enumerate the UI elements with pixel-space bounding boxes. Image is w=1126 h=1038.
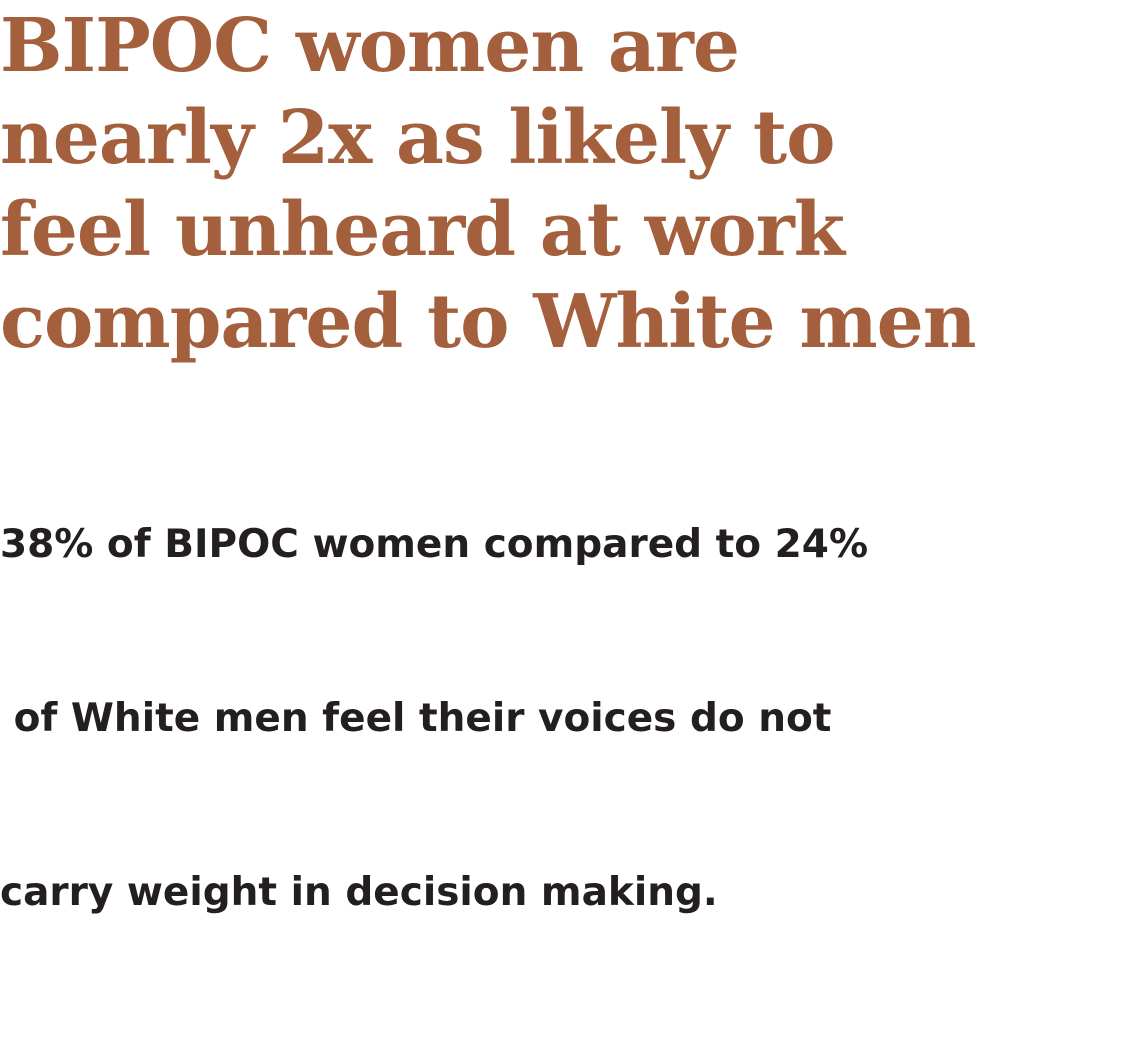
infographic-card: BIPOC women are nearly 2x as likely to f… (0, 0, 977, 915)
headline-line-4: compared to White men (0, 279, 977, 365)
headline-line-2: nearly 2x as likely to (0, 95, 835, 181)
statistic-description: 38% of BIPOC women compared to 24% of Wh… (0, 400, 868, 1038)
headline-line-3: feel unheard at work (0, 187, 845, 273)
headline: BIPOC women are nearly 2x as likely to f… (0, 0, 977, 368)
body-line-3: carry weight in decision making. (0, 870, 718, 915)
body-line-2: of White men feel their voices do not (0, 696, 832, 741)
body-line-1: 38% of BIPOC women compared to 24% (0, 522, 869, 567)
headline-line-1: BIPOC women are (0, 3, 740, 89)
